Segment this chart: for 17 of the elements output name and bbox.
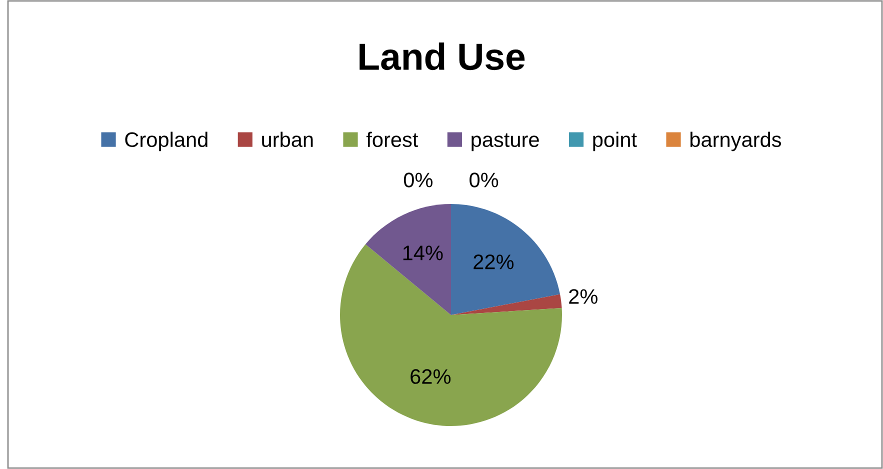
pie-slice	[451, 204, 560, 315]
legend-label: urban	[262, 132, 313, 148]
text: 0%	[404, 172, 432, 188]
legend-label: point	[593, 132, 637, 152]
chart-title: Land Use	[360, 42, 525, 70]
text: 0%	[470, 172, 498, 188]
data-label: 62%	[410, 369, 451, 384]
legend-label: barnyards	[690, 132, 782, 152]
pie-slice	[340, 244, 562, 426]
data-label: 22%	[474, 254, 514, 270]
data-label: 14%	[403, 246, 443, 260]
data-label: 2%	[569, 289, 598, 304]
legend-label: pasture	[472, 133, 539, 152]
legend-label: forest	[366, 132, 418, 148]
pie-slice	[365, 204, 451, 315]
legend-label: Cropland	[125, 132, 208, 152]
pie-slice	[451, 294, 562, 315]
